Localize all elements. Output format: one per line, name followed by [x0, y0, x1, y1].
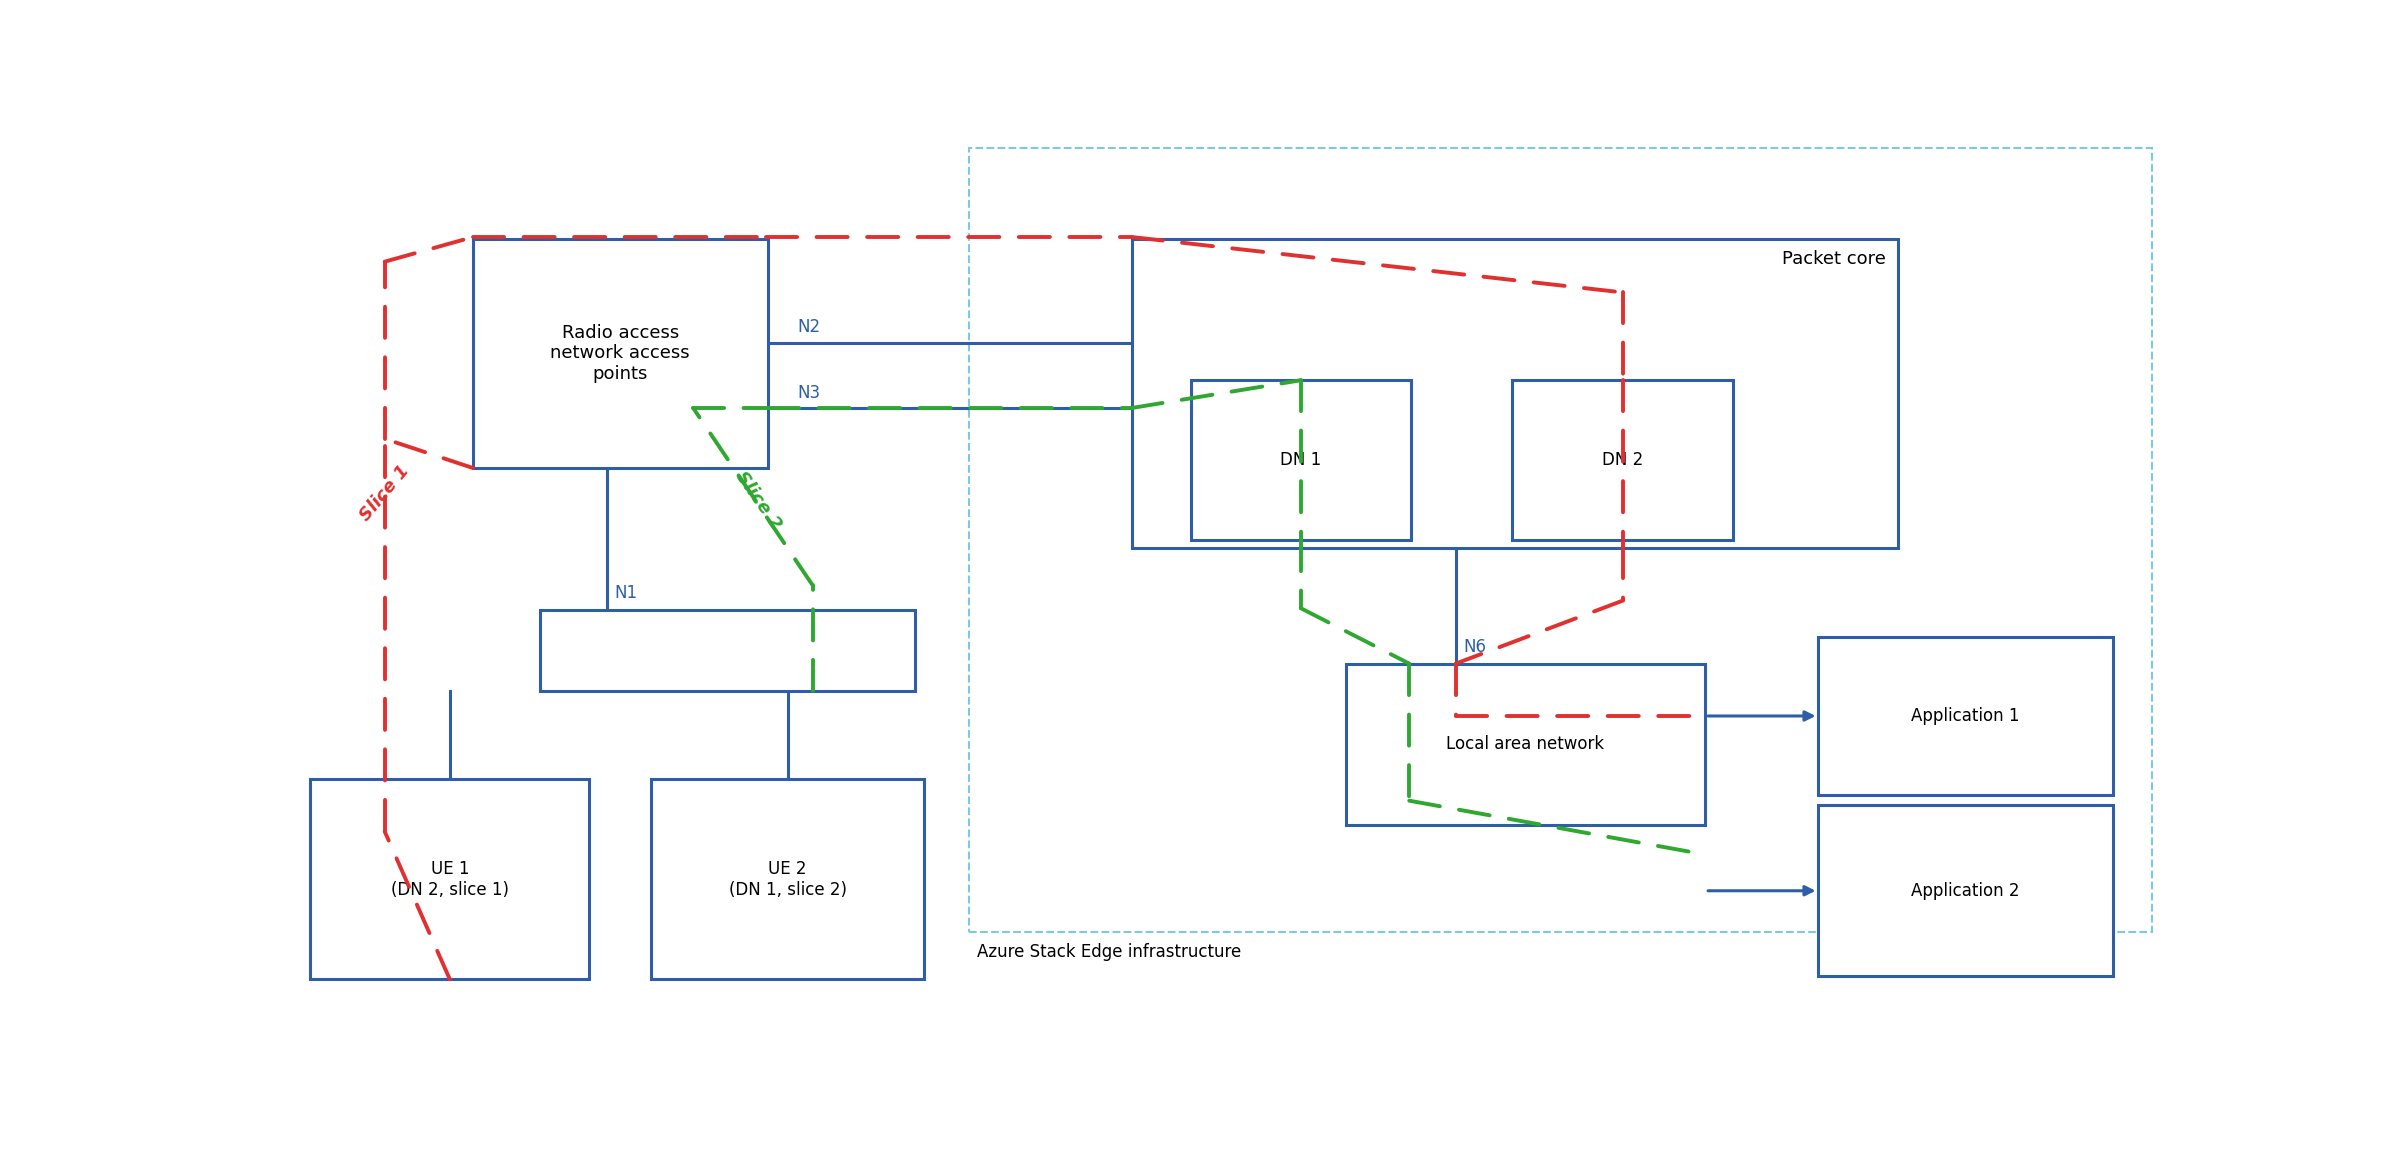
Bar [1346, 664, 1705, 825]
Text: Slice 1: Slice 1 [356, 462, 414, 524]
Text: UE 2
(DN 1, slice 2): UE 2 (DN 1, slice 2) [730, 860, 848, 899]
Text: Packet core: Packet core [1782, 250, 1885, 268]
Text: DN 1: DN 1 [1281, 451, 1322, 470]
Bar [1818, 805, 2112, 976]
Text: N6: N6 [1464, 638, 1486, 655]
Text: Slice 2: Slice 2 [732, 467, 785, 533]
Bar [539, 609, 915, 691]
Bar [650, 779, 925, 980]
Bar [311, 779, 590, 980]
Bar [1132, 239, 1898, 548]
Text: N1: N1 [614, 584, 638, 602]
Bar [1190, 381, 1411, 540]
Text: Radio access
network access
points: Radio access network access points [551, 323, 691, 383]
Bar [1512, 381, 1734, 540]
Bar [1818, 637, 2112, 794]
Bar [968, 148, 2153, 931]
Text: UE 1
(DN 2, slice 1): UE 1 (DN 2, slice 1) [390, 860, 508, 899]
Text: Application 2: Application 2 [1912, 882, 2020, 900]
Text: DN 2: DN 2 [1601, 451, 1642, 470]
Text: Local area network: Local area network [1447, 735, 1604, 754]
Text: N2: N2 [797, 319, 821, 336]
Text: N3: N3 [797, 384, 821, 402]
Bar [472, 239, 768, 469]
Text: Application 1: Application 1 [1912, 707, 2020, 725]
Text: Azure Stack Edge infrastructure: Azure Stack Edge infrastructure [978, 943, 1240, 961]
